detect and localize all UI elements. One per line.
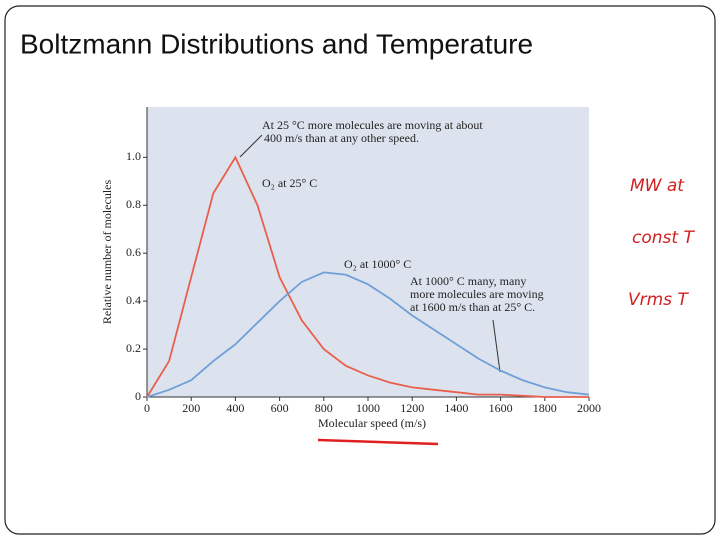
x-tick-label: 0 — [144, 401, 150, 415]
pointer — [492, 319, 501, 373]
handwritten-note: Vrms T — [628, 290, 689, 310]
annotation: more molecules are moving — [410, 287, 544, 301]
x-tick-label: 800 — [315, 401, 333, 415]
y-tick-label: 0.2 — [126, 341, 141, 355]
chart-title: Boltzmann Distributions and Temperature — [20, 28, 533, 59]
y-tick-label: 0 — [135, 389, 141, 403]
underline — [317, 438, 439, 446]
x-tick-label: 1200 — [400, 401, 424, 415]
y-tick-label: 0.4 — [126, 293, 141, 307]
x-tick-label: 1400 — [444, 401, 468, 415]
x-tick-label: 2000 — [577, 401, 601, 415]
x-tick-label: 600 — [271, 401, 289, 415]
y-axis-label: Relative number of molecules — [100, 180, 114, 325]
handwritten-note: MW at — [630, 176, 685, 196]
x-tick-label: 1600 — [489, 401, 513, 415]
series-line — [146, 271, 590, 398]
x-tick-label: 200 — [182, 401, 200, 415]
series-label: O₂ at 1000° C — [344, 257, 411, 271]
x-tick-label: 400 — [226, 401, 244, 415]
annotation: at 1600 m/s than at 25° C. — [410, 300, 535, 314]
y-tick-label: 0.6 — [126, 245, 141, 259]
y-tick-label: 1.0 — [126, 149, 141, 163]
x-axis-label: Molecular speed (m/s) — [318, 416, 426, 430]
annotation: At 1000° C many, many — [410, 274, 526, 288]
y-tick-label: 0.8 — [126, 197, 141, 211]
x-tick-label: 1800 — [533, 401, 557, 415]
series-line — [146, 155, 589, 398]
x-tick-label: 1000 — [356, 401, 380, 415]
annotation: 400 m/s than at any other speed. — [264, 131, 419, 145]
pointer — [239, 134, 263, 158]
plot-area — [147, 107, 589, 397]
annotation: At 25 °C more molecules are moving at ab… — [262, 118, 483, 132]
handwritten-note: const T — [632, 228, 695, 248]
series-label: O₂ at 25° C — [262, 176, 317, 190]
